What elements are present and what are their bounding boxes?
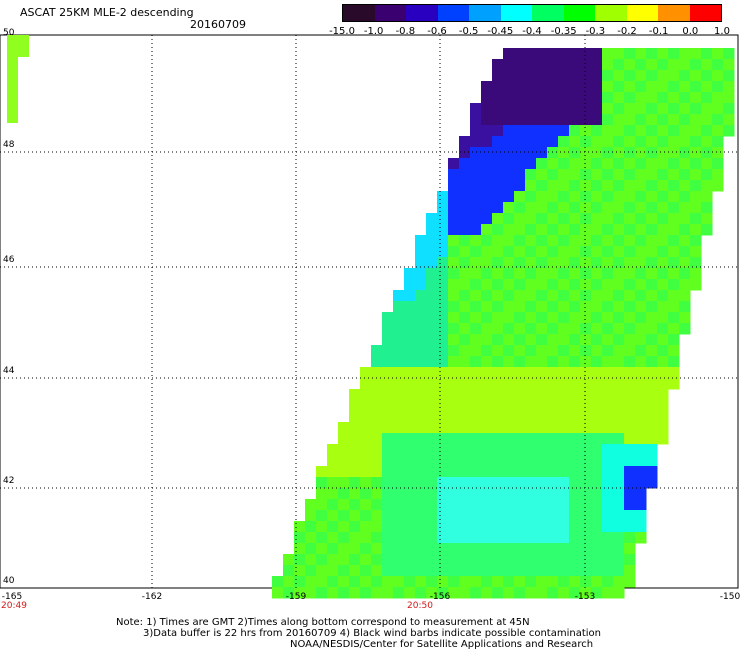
longitude-label: -150 — [719, 592, 740, 602]
colorbar-label: -0.5 — [458, 26, 479, 37]
colorbar-label: -0.3 — [585, 26, 606, 37]
map-date: 20160709 — [190, 18, 246, 31]
latitude-label: 40 — [3, 576, 15, 586]
longitude-label: -156 — [429, 592, 451, 602]
colorbar-segment — [500, 5, 532, 21]
colorbar-segment — [343, 5, 375, 21]
longitude-label: -153 — [574, 592, 596, 602]
colorbar-segment — [689, 5, 721, 21]
colorbar-segment — [374, 5, 406, 21]
map-title: ASCAT 25KM MLE-2 descending — [20, 6, 194, 19]
colorbar-label: -0.4 — [522, 26, 542, 37]
colorbar-segment — [406, 5, 438, 21]
graticule — [0, 35, 738, 588]
longitude-label: -159 — [285, 592, 307, 602]
longitude-label: -162 — [141, 592, 163, 602]
longitude-label: -165 — [1, 592, 23, 602]
colorbar-label: 0.0 — [682, 26, 699, 37]
colorbar-label: -0.8 — [395, 26, 416, 37]
latitude-label: 48 — [3, 140, 15, 150]
colorbar — [342, 4, 722, 22]
colorbar-segment — [595, 5, 627, 21]
colorbar-label: 1.0 — [714, 26, 730, 37]
latitude-label: 46 — [3, 255, 15, 265]
latitude-label: 50 — [3, 28, 15, 38]
colorbar-label: -0.2 — [617, 26, 637, 37]
note-line-2: 3)Data buffer is 22 hrs from 20160709 4)… — [143, 628, 601, 639]
colorbar-label: -15.0 — [329, 26, 355, 37]
colorbar-segment — [563, 5, 595, 21]
colorbar-label: -0.1 — [648, 26, 669, 37]
scatterometer-swath — [7, 35, 735, 599]
note-line-1: Note: 1) Times are GMT 2)Times along bot… — [116, 617, 530, 628]
time-label: 20:49 — [1, 601, 27, 611]
colorbar-label: -1.0 — [363, 26, 384, 37]
colorbar-segment — [437, 5, 469, 21]
credit-line: NOAA/NESDIS/Center for Satellite Applica… — [290, 639, 594, 650]
colorbar-label: -0.45 — [487, 26, 514, 37]
colorbar-segment — [626, 5, 658, 21]
latitude-label: 44 — [3, 366, 15, 376]
colorbar-segment — [658, 5, 690, 21]
time-label: 20:50 — [407, 601, 433, 611]
colorbar-segment — [469, 5, 501, 21]
colorbar-label: -0.35 — [550, 26, 577, 37]
latitude-label: 42 — [3, 476, 15, 486]
colorbar-segment — [532, 5, 564, 21]
colorbar-label: -0.6 — [427, 26, 447, 37]
